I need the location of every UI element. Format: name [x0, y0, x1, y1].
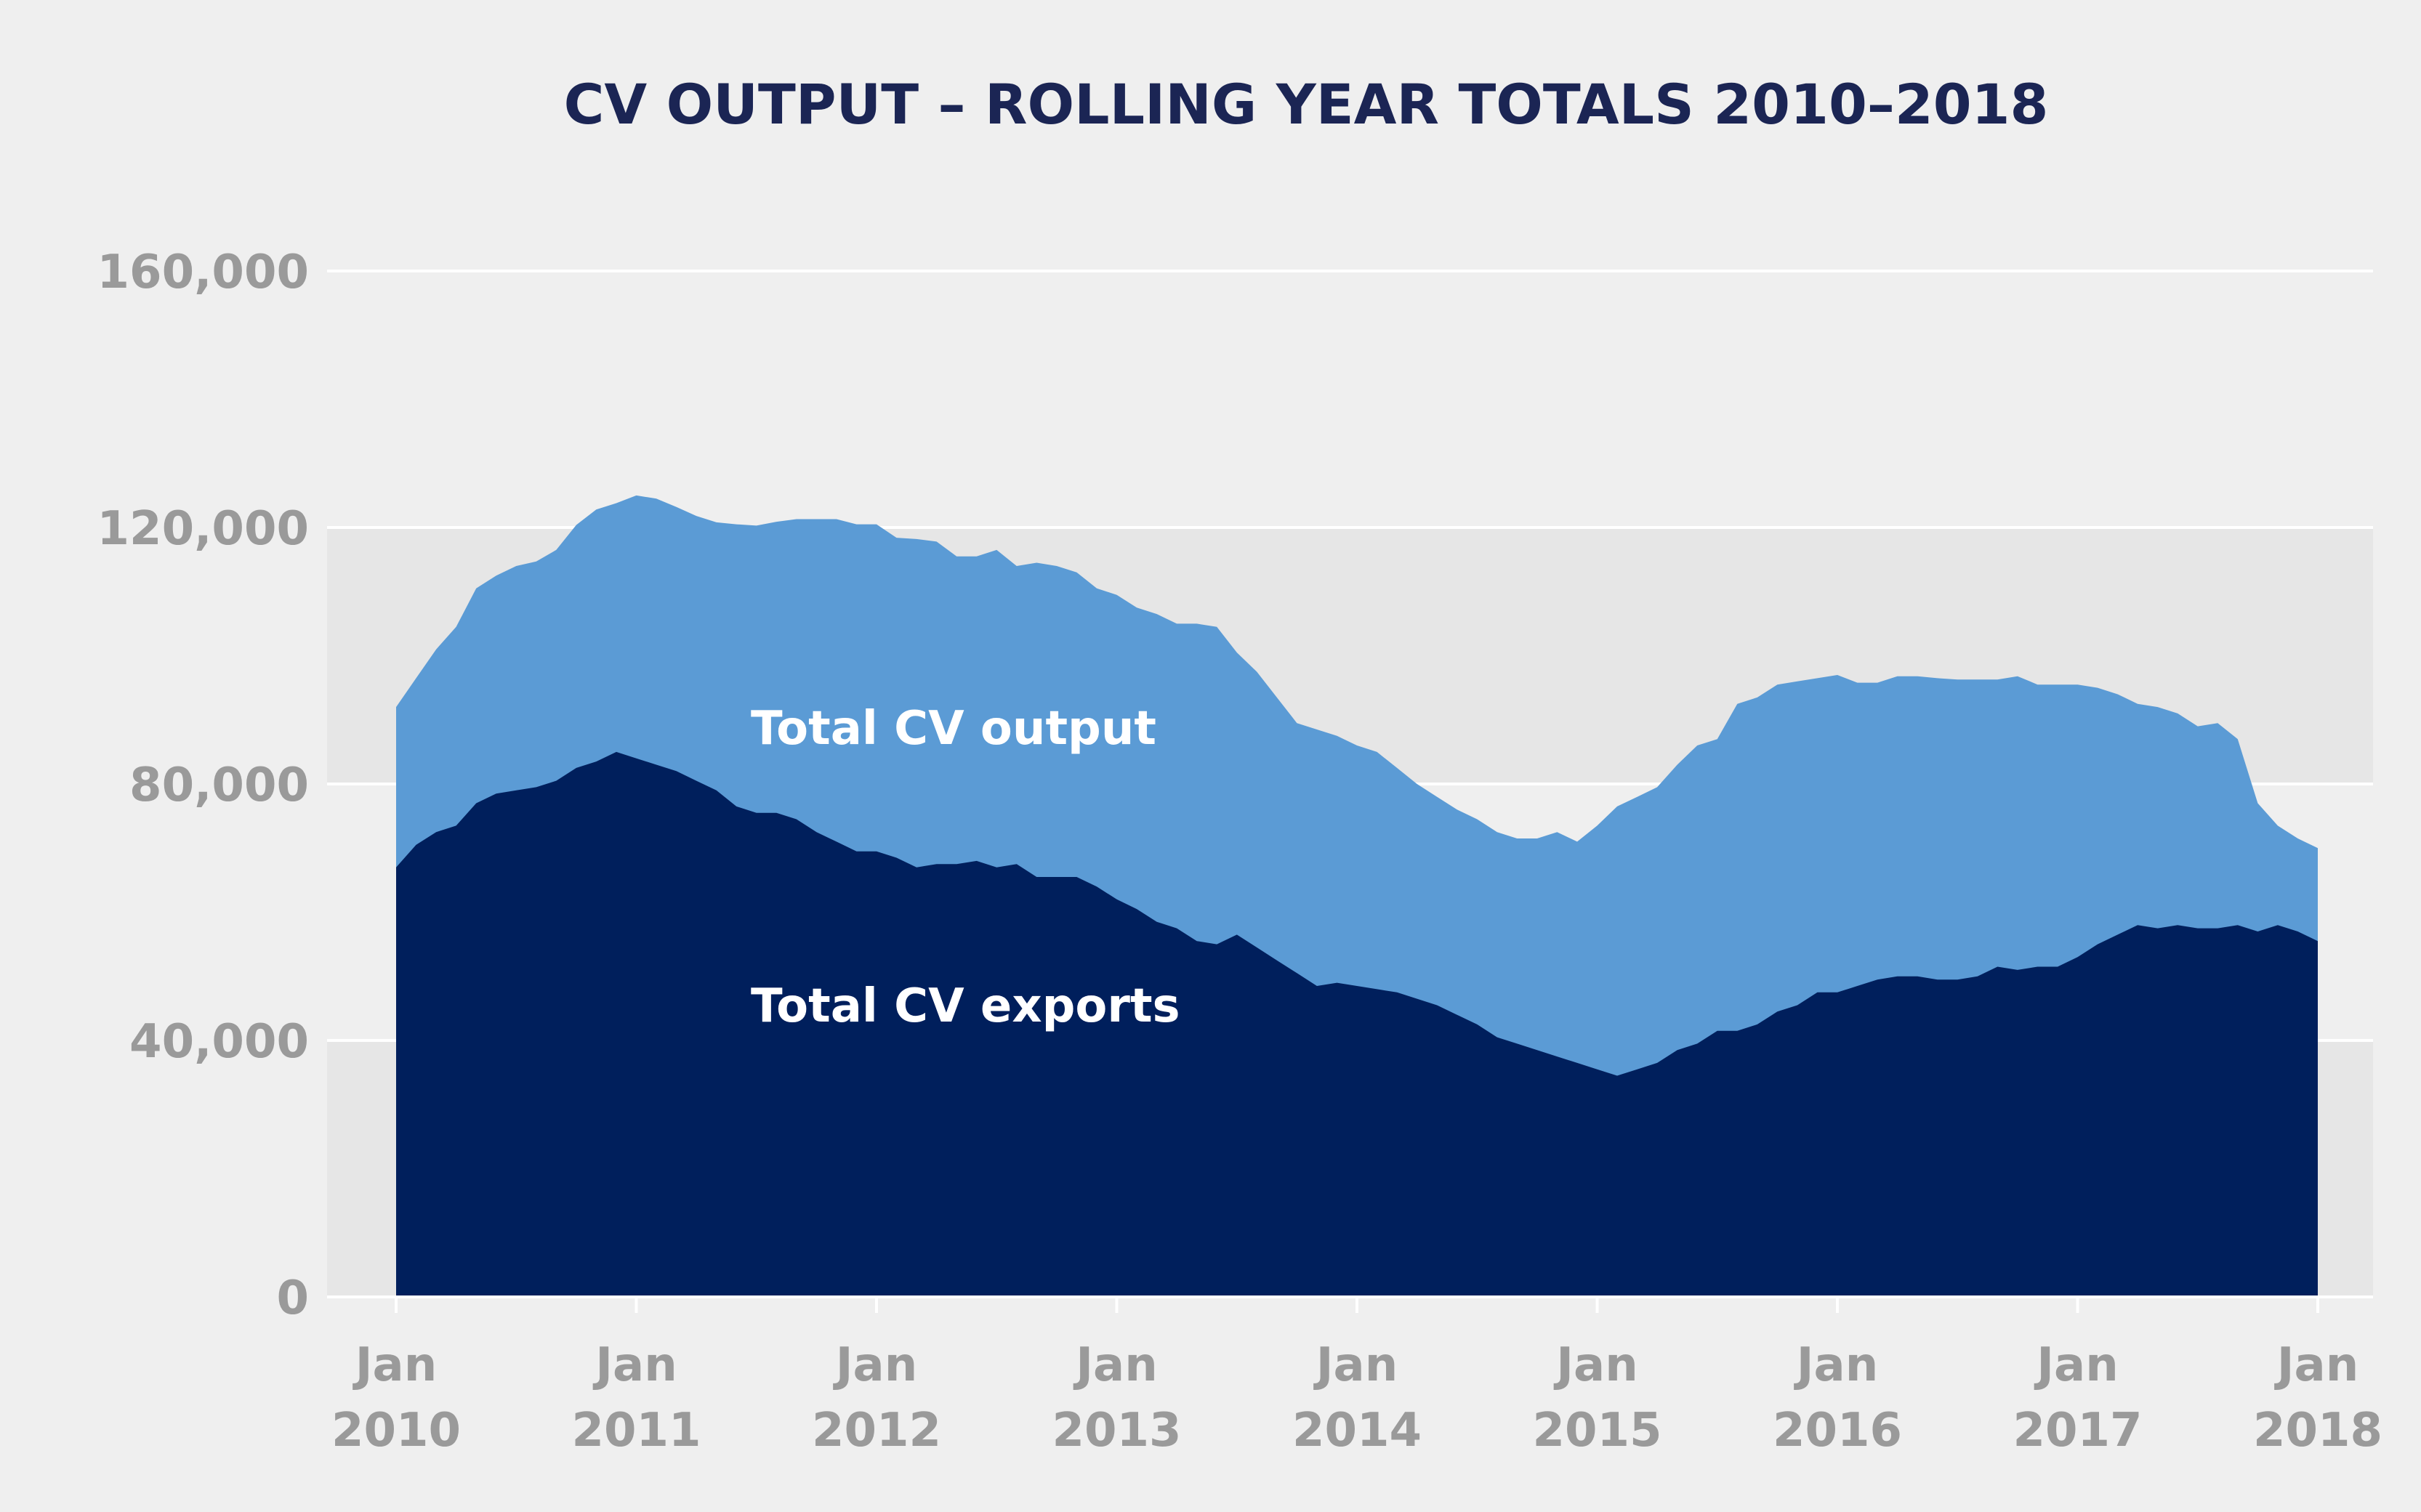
x-tick-label-year: 2012	[812, 1404, 941, 1458]
x-tick-label-month: Jan	[833, 1338, 918, 1392]
x-tick-label-year: 2015	[1532, 1404, 1661, 1458]
x-tick-label-month: Jan	[1313, 1338, 1398, 1392]
x-tick-label-year: 2011	[571, 1404, 701, 1458]
x-tick-label-year: 2016	[1773, 1404, 1902, 1458]
series-areas	[396, 495, 2318, 1297]
x-tick-label-year: 2018	[2253, 1404, 2382, 1458]
y-tick-label: 80,000	[129, 759, 309, 812]
x-axis: Jan 2010 Jan 2011 Jan 2012 Jan 2013 Jan 2014 Jan 20…	[327, 1295, 2382, 1458]
x-tick-label-month: Jan	[1073, 1338, 1158, 1392]
y-tick-label: 160,000	[97, 246, 310, 299]
x-tick-label-month: Jan	[592, 1338, 677, 1392]
x-tick-label-year: 2010	[331, 1404, 461, 1458]
x-tick-label-month: Jan	[1553, 1338, 1638, 1392]
x-tick-label-month: Jan	[1794, 1338, 1879, 1392]
x-tick-label-year: 2014	[1292, 1404, 1422, 1458]
y-tick-label: 0	[276, 1272, 309, 1325]
series-label-total-cv-output: Total CV output	[751, 702, 1156, 756]
y-tick-label: 40,000	[129, 1015, 309, 1069]
x-tick-label-month: Jan	[353, 1338, 438, 1392]
area-series-1	[396, 751, 2318, 1297]
y-tick-label: 120,000	[97, 502, 310, 556]
series-label-total-cv-exports: Total CV exports	[751, 979, 1180, 1033]
x-tick-label-year: 2017	[2013, 1404, 2142, 1458]
x-tick-label-year: 2013	[1052, 1404, 1181, 1458]
x-tick-label-month: Jan	[2274, 1338, 2359, 1392]
x-tick-label-month: Jan	[2034, 1338, 2119, 1392]
y-axis: 0 40,000 80,000 120,000 160,000	[97, 246, 310, 1325]
chart-title: CV OUTPUT – ROLLING YEAR TOTALS 2010–201…	[564, 72, 2049, 137]
